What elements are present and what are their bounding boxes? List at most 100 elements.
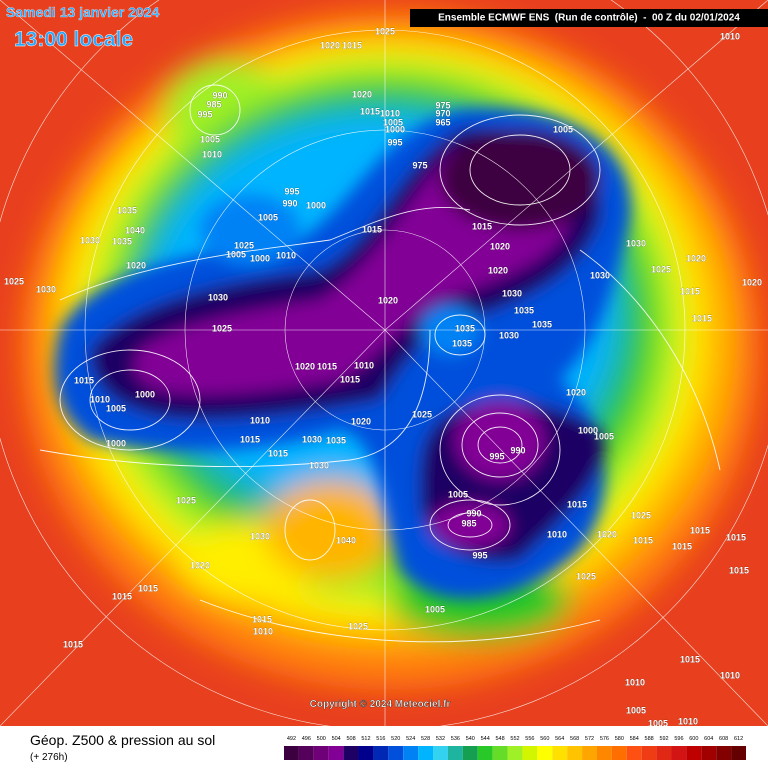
pressure-label: 975 — [412, 160, 427, 170]
pressure-label: 1015 — [567, 499, 587, 509]
legend-level: 600 — [689, 736, 698, 742]
pressure-label: 1015 — [472, 221, 492, 231]
graticule — [0, 0, 768, 726]
legend-swatch — [507, 746, 523, 760]
pressure-label: 1015 — [340, 374, 360, 384]
legend-swatch — [403, 746, 419, 760]
pressure-label: 1030 — [250, 531, 270, 541]
legend-level: 588 — [645, 736, 654, 742]
isobars — [39, 84, 721, 643]
pressure-label: 1010 — [354, 360, 374, 370]
date-label: Samedi 13 janvier 2024 — [6, 4, 160, 20]
pressure-label: 1015 — [633, 535, 653, 545]
pressure-label: 1030 — [590, 270, 610, 280]
legend-level: 560 — [540, 736, 549, 742]
legend-level: 504 — [332, 736, 341, 742]
pressure-label: 1020 — [352, 89, 372, 99]
pressure-label: 1030 — [80, 235, 100, 245]
pressure-label: 1015 — [362, 224, 382, 234]
pressure-label: 1030 — [302, 434, 322, 444]
legend-level: 596 — [674, 736, 683, 742]
legend-level: 592 — [659, 736, 668, 742]
pressure-label: 1015 — [74, 375, 94, 385]
legend-swatch — [343, 746, 359, 760]
legend-swatch — [492, 746, 508, 760]
legend-swatch — [358, 746, 374, 760]
pressure-label: 1015 — [252, 614, 272, 624]
pressure-label: 990 — [510, 445, 525, 455]
pressure-label: 1035 — [514, 305, 534, 315]
pressure-label: 1015 — [726, 532, 746, 542]
legend-swatch — [388, 746, 404, 760]
legend-swatch — [567, 746, 583, 760]
pressure-label: 1035 — [112, 236, 132, 246]
field — [0, 0, 768, 726]
pressure-label: 995 — [284, 186, 299, 196]
pressure-label: 1015 — [360, 106, 380, 116]
pressure-label: 1005 — [226, 249, 246, 259]
legend-swatch — [433, 746, 448, 760]
legend-swatch — [626, 746, 642, 760]
legend-swatch — [537, 746, 553, 760]
legend-swatch — [313, 746, 329, 760]
pressure-label: 1010 — [250, 415, 270, 425]
pressure-label: 1025 — [4, 276, 24, 286]
pressure-label: 990 — [282, 198, 297, 208]
pressure-label: 1035 — [455, 323, 475, 333]
pressure-label: 1005 — [626, 705, 646, 715]
legend-level: 528 — [421, 736, 430, 742]
pressure-label: 1030 — [626, 238, 646, 248]
legend-swatch — [477, 746, 493, 760]
copyright: Copyright © 2024 Meteociel.fr — [310, 699, 451, 710]
pressure-label: 1025 — [234, 240, 254, 250]
pressure-label: 1020 — [295, 361, 315, 371]
pressure-label: 1015 — [342, 40, 362, 50]
legend-level: 608 — [719, 736, 728, 742]
legend-level: 576 — [600, 736, 609, 742]
pressure-label: 1000 — [306, 200, 326, 210]
legend-swatch — [298, 746, 314, 760]
pressure-label: 1010 — [720, 31, 740, 41]
legend: 492 496 500 504 508 512 516 520 524 528 532 536 540 5… — [284, 736, 746, 760]
pressure-label: 1015 — [317, 361, 337, 371]
pressure-label: 1010 — [253, 626, 273, 636]
pressure-label: 1020 — [742, 277, 762, 287]
legend-swatch — [641, 746, 657, 760]
pressure-label: 995 — [489, 451, 504, 461]
legend-level: 612 — [734, 736, 743, 742]
legend-level: 544 — [481, 736, 490, 742]
pressure-label: 1025 — [375, 26, 395, 36]
time-label: 13:00 locale — [14, 28, 133, 51]
legend-level: 548 — [496, 736, 505, 742]
legend-level: 532 — [436, 736, 445, 742]
legend-level: 520 — [391, 736, 400, 742]
pressure-label: 1000 — [106, 438, 126, 448]
pressure-label: 1000 — [250, 253, 270, 263]
pressure-label: 1025 — [631, 510, 651, 520]
pressure-label: 1035 — [326, 435, 346, 445]
pressure-label: 985 — [461, 518, 476, 528]
pressure-label: 1015 — [138, 583, 158, 593]
legend-swatch — [462, 746, 478, 760]
pressure-label: 1030 — [309, 460, 329, 470]
model-banner — [410, 9, 768, 27]
legend-level: 584 — [630, 736, 639, 742]
pressure-label: 1000 — [578, 425, 598, 435]
legend-swatch — [686, 746, 702, 760]
legend-swatch — [701, 746, 717, 760]
legend-level: 540 — [466, 736, 475, 742]
pressure-label: 1005 — [553, 124, 573, 134]
pressure-label: 1015 — [680, 654, 700, 664]
pressure-label: 1035 — [117, 205, 137, 215]
pressure-label: 1035 — [452, 338, 472, 348]
pressure-label: 1015 — [692, 313, 712, 323]
pressure-label: 1020 — [320, 40, 340, 50]
pressure-label: 1015 — [680, 286, 700, 296]
pressure-label: 1010 — [276, 250, 296, 260]
pressure-label: 1015 — [268, 448, 288, 458]
legend-level: 556 — [525, 736, 534, 742]
pressure-label: 1010 — [720, 670, 740, 680]
pressure-label: 1035 — [532, 319, 552, 329]
pressure-label: 965 — [435, 117, 450, 127]
